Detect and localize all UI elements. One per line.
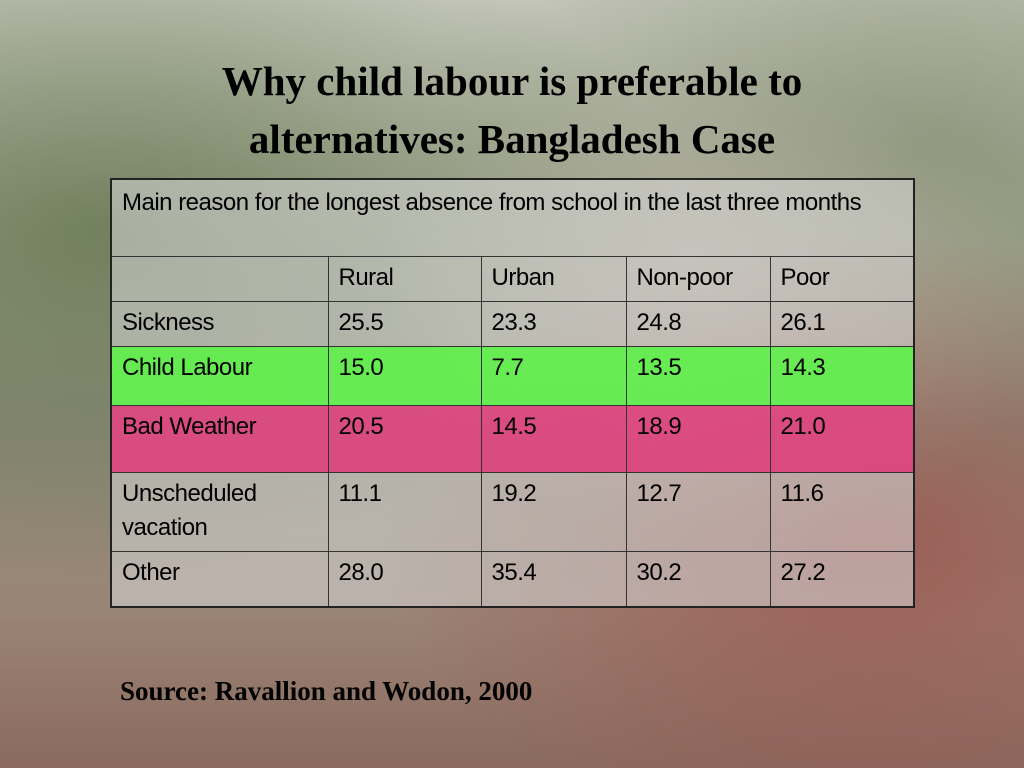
table-cell: 28.0 (327, 551, 482, 608)
table-row: Other 28.0 35.4 30.2 27.2 (110, 551, 915, 608)
data-table: Main reason for the longest absence from… (110, 178, 915, 608)
table-row: Bad Weather 20.5 14.5 18.9 21.0 (110, 405, 915, 473)
table-cell: 12.7 (625, 472, 771, 552)
row-label: Sickness (110, 301, 329, 347)
table-cell: 11.1 (327, 472, 482, 552)
title-text: Why child labour is preferable to altern… (221, 58, 803, 162)
table-cell: 35.4 (480, 551, 627, 608)
table-cell: 19.2 (480, 472, 627, 552)
table-cell: 14.5 (480, 405, 627, 473)
header-row: Rural Urban Non-poor Poor (110, 256, 915, 302)
row-label: Child Labour (110, 346, 329, 406)
table-cell: 14.3 (769, 346, 915, 406)
table-cell: 18.9 (625, 405, 771, 473)
table-cell: 21.0 (769, 405, 915, 473)
table-cell: 25.5 (327, 301, 482, 347)
table-row: Unscheduled vacation 11.1 19.2 12.7 11.6 (110, 472, 915, 552)
source: Source: Ravallion and Wodon, 2000 (120, 676, 533, 706)
table-cell: 27.2 (769, 551, 915, 608)
header-cell: Non-poor (625, 256, 771, 302)
table-cell: 13.5 (625, 346, 771, 406)
header-cell: Rural (327, 256, 482, 302)
table-cell: 23.3 (480, 301, 627, 347)
title: Why child labour is preferable to altern… (0, 52, 1024, 168)
table-row: Sickness 25.5 23.3 24.8 26.1 (110, 301, 915, 347)
table-body: Main reason for the longest absence from… (110, 178, 915, 608)
row-label: Bad Weather (110, 405, 329, 473)
table-cell: 26.1 (769, 301, 915, 347)
table-cell: 30.2 (625, 551, 771, 608)
row-label: Unscheduled vacation (110, 472, 329, 552)
table-cell: 20.5 (327, 405, 482, 473)
header-cell: Poor (769, 256, 915, 302)
table-row: Child Labour 15.0 7.7 13.5 14.3 (110, 346, 915, 406)
caption: Main reason for the longest absence from… (110, 178, 915, 257)
header-cell: Urban (480, 256, 627, 302)
header-cell (110, 256, 329, 302)
table-cell: 15.0 (327, 346, 482, 406)
table-cell: 11.6 (769, 472, 915, 552)
table-cell: 7.7 (480, 346, 627, 406)
row-label: Other (110, 551, 329, 608)
caption-row: Main reason for the longest absence from… (110, 178, 915, 257)
table-cell: 24.8 (625, 301, 771, 347)
